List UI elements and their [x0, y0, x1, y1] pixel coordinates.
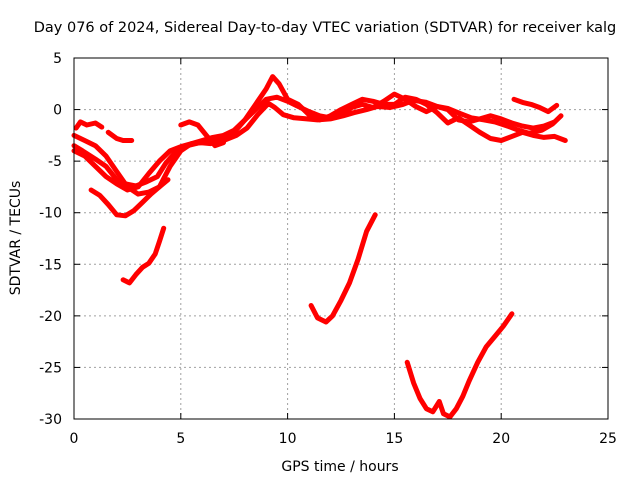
y-tick-label: 0 [53, 103, 62, 119]
chart-title: Day 076 of 2024, Sidereal Day-to-day VTE… [34, 20, 617, 36]
x-tick-label: 5 [176, 431, 185, 447]
y-axis-label: SDTVAR / TECUs [8, 181, 24, 296]
series-track-6 [178, 119, 226, 149]
plot-area [71, 74, 568, 420]
series-track-3 [71, 91, 558, 193]
axis-ticks [73, 57, 609, 420]
plot-frame [73, 57, 609, 420]
x-axis-label: GPS time / hours [281, 459, 398, 475]
series-track-8 [88, 177, 171, 219]
x-tick-labels: 0 5 10 15 20 25 [70, 431, 617, 447]
x-tick-label: 20 [492, 431, 510, 447]
y-tick-label: -20 [39, 309, 62, 325]
y-tick-label: -5 [48, 154, 62, 170]
x-tick-label: 10 [279, 431, 297, 447]
series-track-11 [404, 311, 515, 420]
x-tick-label: 25 [599, 431, 617, 447]
series-track-5 [105, 129, 135, 143]
y-tick-label: 5 [53, 51, 62, 67]
y-tick-label: -10 [39, 206, 62, 222]
series-track-10 [308, 212, 378, 325]
y-tick-label: -15 [39, 257, 62, 273]
x-tick-label: 0 [70, 431, 79, 447]
y-tick-label: -25 [39, 360, 62, 376]
x-tick-label: 15 [385, 431, 403, 447]
y-tick-label: -30 [39, 412, 62, 428]
series-track-7 [511, 96, 560, 115]
y-tick-labels: -30 -25 -20 -15 -10 -5 0 5 [39, 51, 62, 428]
series-track-9 [120, 225, 167, 286]
series-track-4 [73, 119, 105, 131]
